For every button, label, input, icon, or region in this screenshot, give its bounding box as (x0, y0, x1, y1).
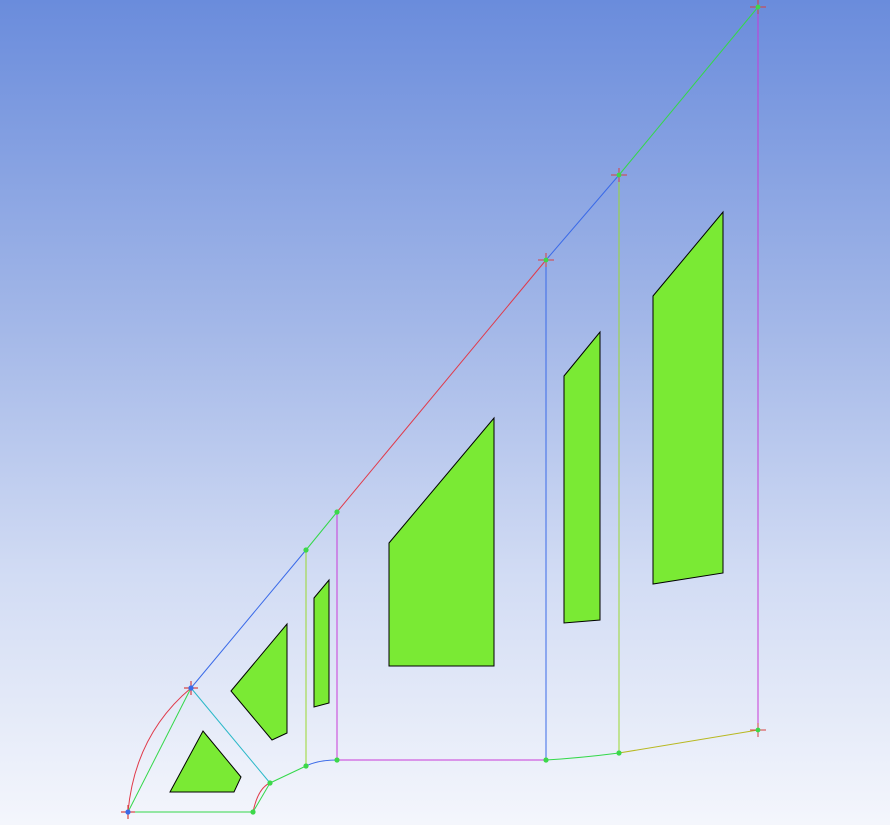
edge-bottom-curve-left[interactable] (305, 759, 338, 767)
crosshair-vertex-icon[interactable] (611, 168, 627, 182)
edge-diagonal-2[interactable] (305, 511, 338, 551)
vertex-marker-icon[interactable] (334, 509, 340, 515)
edge-diagonal-3[interactable] (336, 259, 547, 513)
edge-diagonal-1[interactable] (190, 549, 307, 689)
crosshair-vertex-icon[interactable] (121, 805, 135, 819)
edge-layer (127, 6, 759, 813)
edge-bottom-left[interactable] (269, 765, 307, 784)
face-small-triangle[interactable] (169, 730, 242, 793)
crosshair-vertex-icon[interactable] (184, 681, 198, 695)
edge-bottom-right[interactable] (618, 729, 759, 754)
face-narrow-strip[interactable] (313, 578, 330, 708)
edge-diagonal-5[interactable] (618, 6, 759, 176)
face-middle-large[interactable] (388, 416, 495, 667)
face-layer (169, 210, 724, 793)
crosshair-vertex-icon[interactable] (538, 253, 554, 267)
vertex-marker-icon[interactable] (303, 547, 309, 553)
edge-diagonal-4[interactable] (545, 174, 620, 261)
vertex-marker-icon[interactable] (267, 780, 273, 786)
face-right-large[interactable] (652, 210, 724, 585)
crosshair-vertex-icon[interactable] (750, 0, 766, 14)
face-tall-narrow[interactable] (563, 330, 601, 624)
edge-arc-outer[interactable] (127, 687, 192, 813)
edge-bottom-curve-right[interactable] (545, 752, 620, 761)
edge-wedge-short[interactable] (252, 782, 271, 813)
edge-wedge-left[interactable] (127, 687, 192, 813)
vertex-marker-icon[interactable] (250, 809, 256, 815)
vertex-layer (121, 0, 766, 819)
vertex-marker-icon[interactable] (616, 750, 622, 756)
vertex-marker-icon[interactable] (303, 763, 309, 769)
vertex-marker-icon[interactable] (334, 757, 340, 763)
crosshair-vertex-icon[interactable] (750, 723, 766, 737)
edge-wedge-diagonal[interactable] (190, 687, 271, 784)
vertex-marker-icon[interactable] (543, 757, 549, 763)
face-wedge-quad[interactable] (230, 622, 288, 741)
